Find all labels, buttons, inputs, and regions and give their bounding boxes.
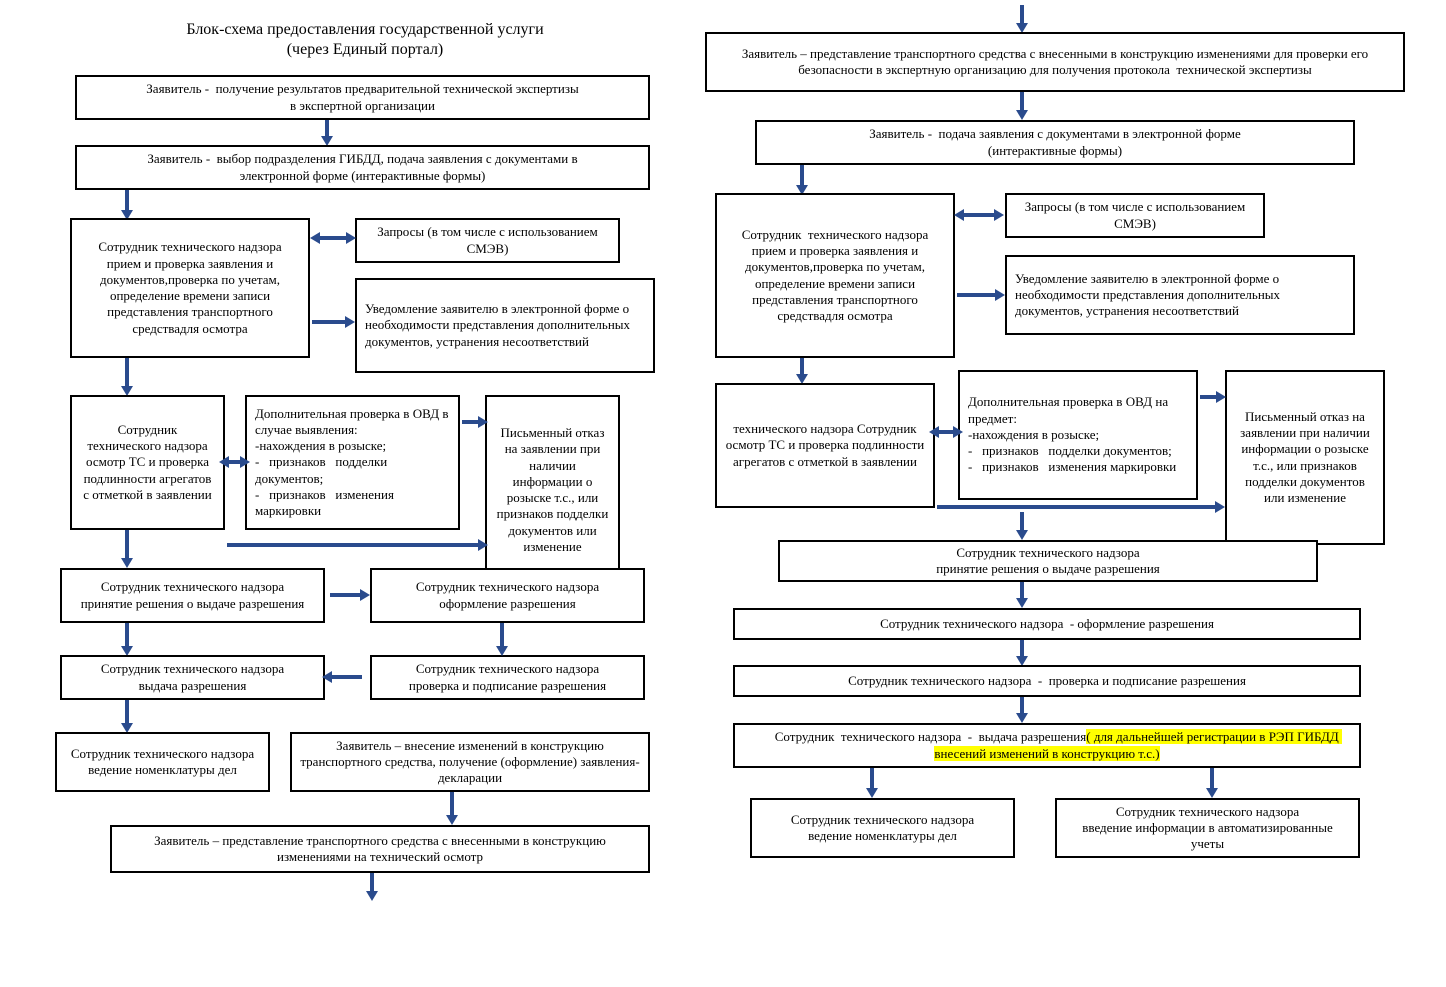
right-box-10: Сотрудник технического надзора - оформле… [733,608,1361,640]
arrow [957,293,997,297]
arrow [312,320,347,324]
left-box-5: Уведомление заявителю в электронной форм… [355,278,655,373]
left-box-1: Заявитель - получение результатов предва… [75,75,650,120]
arrow [1020,92,1024,112]
right-box-4: Запросы (в том числе с использованием СМ… [1005,193,1265,238]
left-box-10: Сотрудник технического надзора оформлени… [370,568,645,623]
left-box-14: Заявитель – внесение изменений в констру… [290,732,650,792]
arrow [800,165,804,187]
arrow [125,530,129,560]
arrow [227,543,480,547]
left-box-8: Письменный отказ на заявлении при наличи… [485,395,620,585]
arrow [500,623,504,648]
left-box-7: Дополнительная проверка в ОВД в случае в… [245,395,460,530]
arrow [962,213,996,217]
arrow [1020,512,1024,532]
right-box-14: Сотрудник технического надзора введение … [1055,798,1360,858]
right-box-8: Письменный отказ на заявлении при наличи… [1225,370,1385,545]
right-box-1: Заявитель – представление транспортного … [705,32,1405,92]
arrow [1020,5,1024,25]
diagram-title: Блок-схема предоставления государственно… [150,20,580,60]
left-box-6: Сотрудник технического надзора осмотр ТС… [70,395,225,530]
right-box-9: Сотрудник технического надзора принятие … [778,540,1318,582]
arrow [325,120,329,138]
right-box-12: Сотрудник технического надзора - выдача … [733,723,1361,768]
right-box-6: технического надзора Сотрудник осмотр ТС… [715,383,935,508]
right-box-13: Сотрудник технического надзора ведение н… [750,798,1015,858]
arrow [870,768,874,790]
right-box-2: Заявитель - подача заявления с документа… [755,120,1355,165]
arrow [1200,395,1218,399]
left-box-3: Сотрудник технического надзора прием и п… [70,218,310,358]
right-box-5: Уведомление заявителю в электронной форм… [1005,255,1355,335]
arrow [330,593,362,597]
right-box-7: Дополнительная проверка в ОВД на предмет… [958,370,1198,500]
left-box-15: Заявитель – представление транспортного … [110,825,650,873]
left-box-12: Сотрудник технического надзора проверка … [370,655,645,700]
left-box-13: Сотрудник технического надзора ведение н… [55,732,270,792]
arrow [125,700,129,725]
arrow [125,358,129,388]
arrow [227,460,242,464]
arrow [125,190,129,212]
arrow [125,623,129,648]
right-box-11: Сотрудник технического надзора - проверк… [733,665,1361,697]
arrow [1020,640,1024,658]
right-box-12-text: Сотрудник технического надзора - выдача … [775,729,1087,744]
arrow [1020,582,1024,600]
arrow [318,236,348,240]
left-box-2: Заявитель - выбор подразделения ГИБДД, п… [75,145,650,190]
flowchart-canvas: Блок-схема предоставления государственно… [0,0,1446,987]
arrow [450,792,454,817]
arrow [800,358,804,376]
left-box-4: Запросы (в том числе с использованием СМ… [355,218,620,263]
arrow [937,430,955,434]
arrow [462,420,480,424]
arrow [330,675,362,679]
right-box-3: Сотрудник технического надзора прием и п… [715,193,955,358]
left-box-9: Сотрудник технического надзора принятие … [60,568,325,623]
arrow [370,873,374,893]
arrow [1210,768,1214,790]
left-box-11: Сотрудник технического надзора выдача ра… [60,655,325,700]
arrow [937,505,1217,509]
